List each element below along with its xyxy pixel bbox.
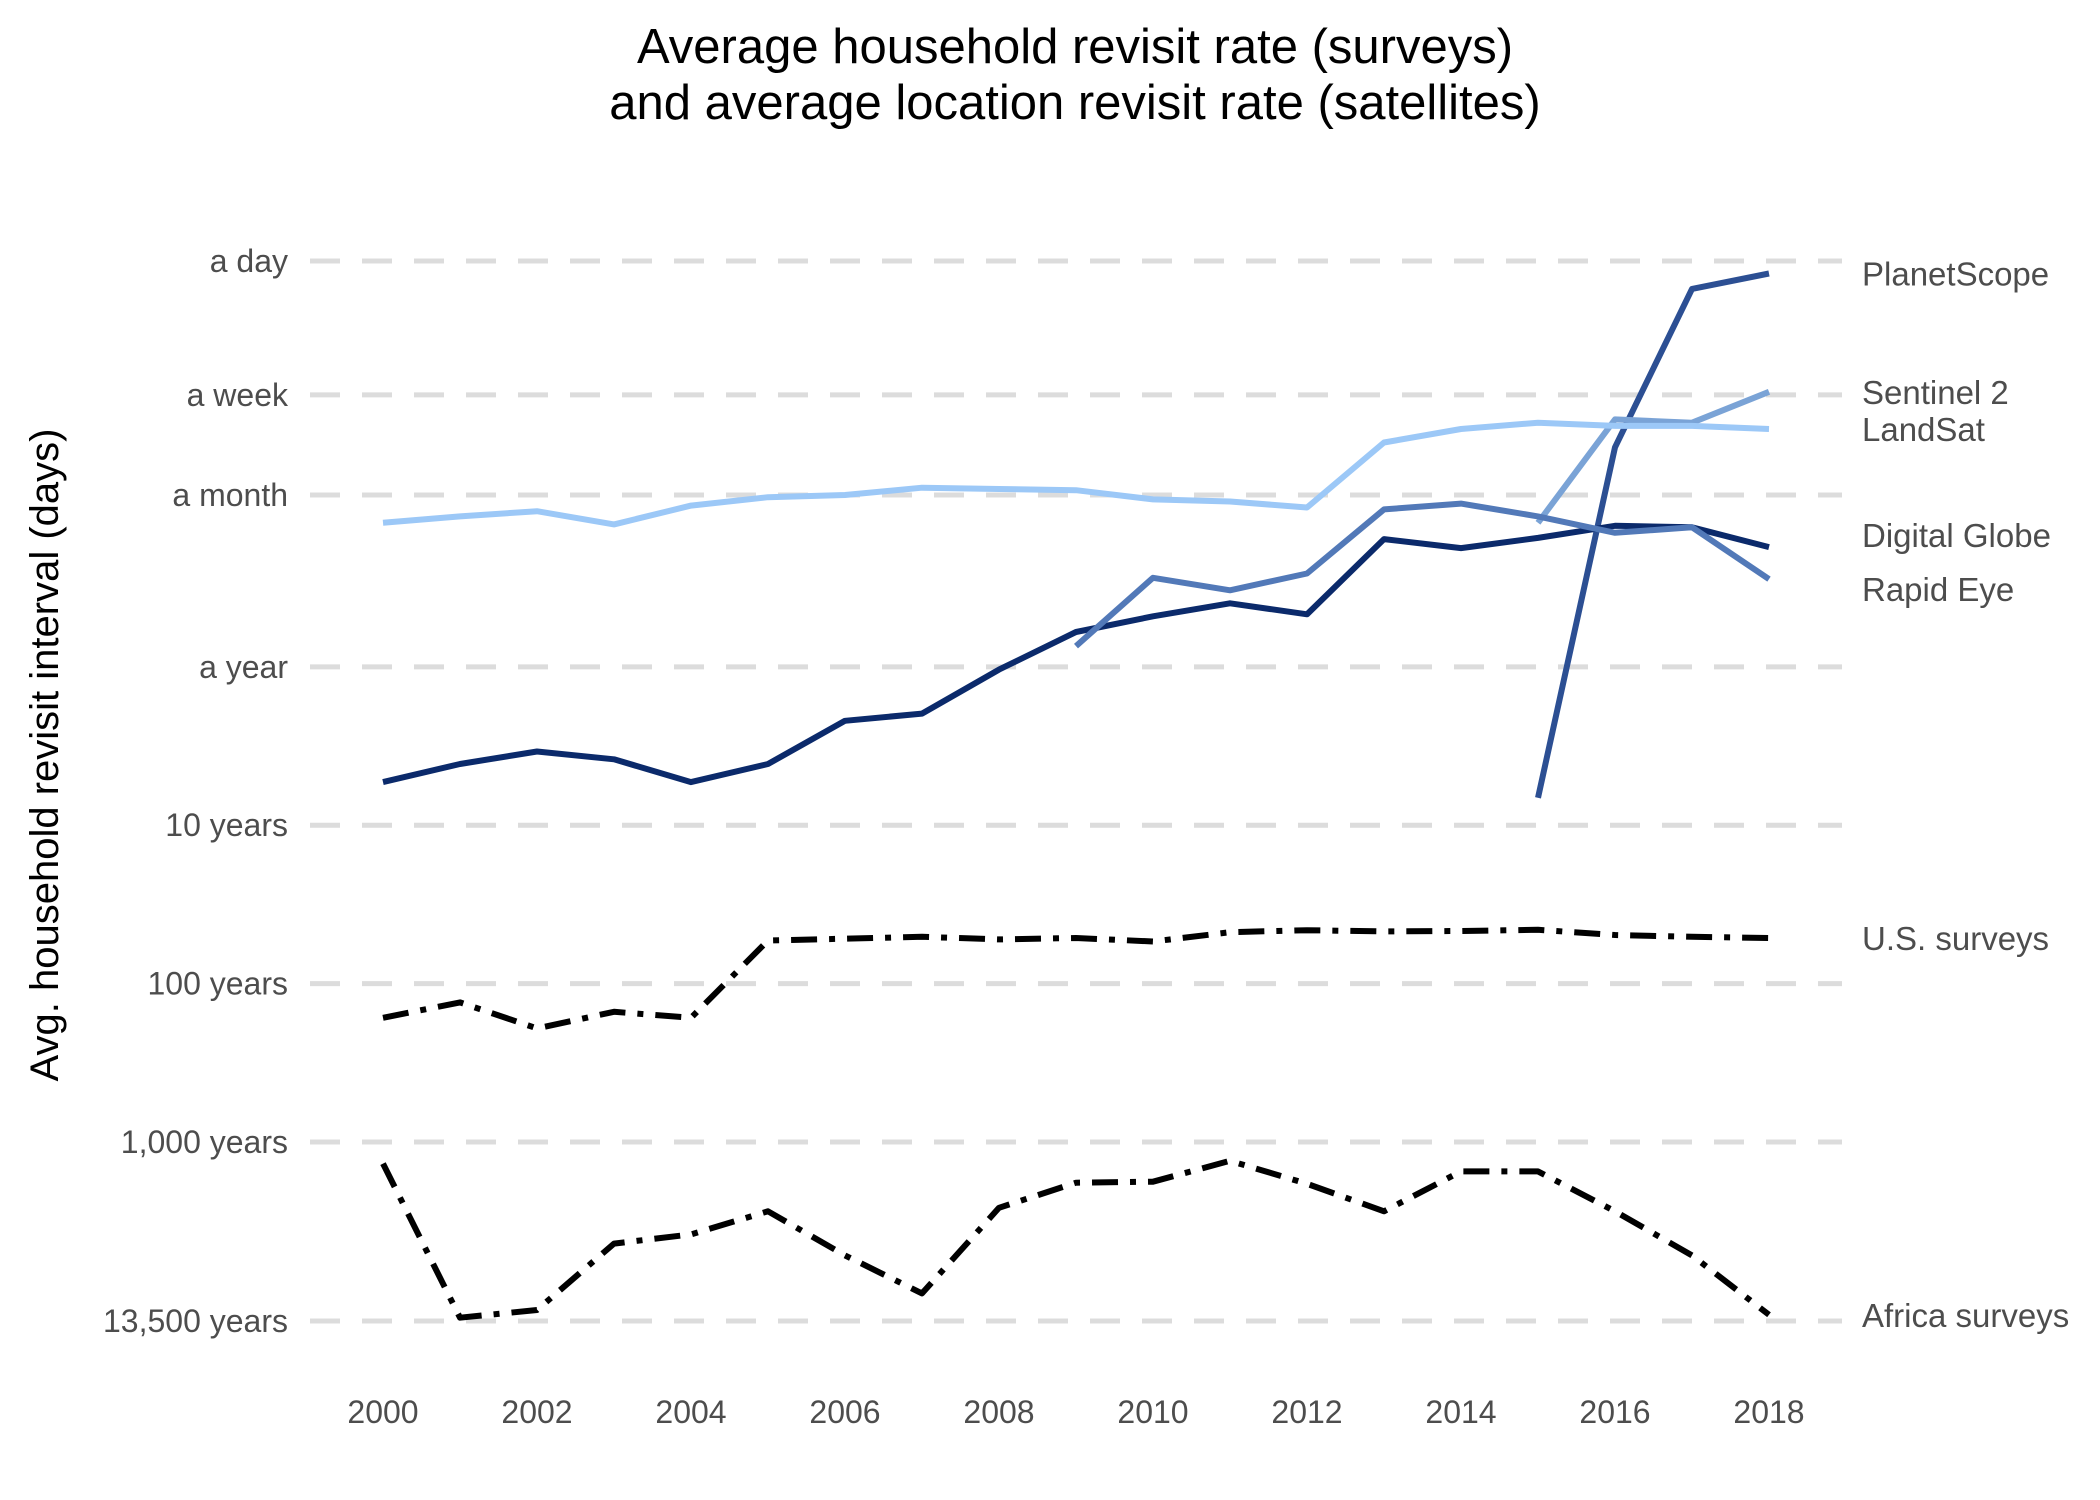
series-label-planetscope: PlanetScope: [1862, 256, 2049, 293]
y-tick-a-year: a year: [199, 649, 288, 685]
y-tick-a-week: a week: [187, 377, 289, 413]
series-line-africa-surveys: [380, 1157, 1771, 1321]
x-tick-labels: 2000 2002 2004 2006 2008 2010 2012 2014 2016 2018: [347, 1394, 1804, 1430]
series-line-u-s-surveys: [382, 926, 1770, 1032]
chart-title: Average household revisit rate (surveys): [637, 20, 1513, 74]
series-label-digital-globe: Digital Globe: [1862, 517, 2051, 554]
y-tick-10-years: 10 years: [165, 807, 288, 843]
series-line-sentinel-2: [1535, 389, 1771, 525]
x-tick-2010: 2010: [1117, 1394, 1188, 1430]
series-label-rapid-eye: Rapid Eye: [1862, 571, 2014, 608]
series-line-landsat: [382, 419, 1770, 528]
x-tick-2018: 2018: [1733, 1394, 1804, 1430]
y-tick-labels: a day a week a month a year 10 years 100 year…: [103, 243, 289, 1339]
x-tick-2016: 2016: [1579, 1394, 1650, 1430]
y-tick-100-years: 100 years: [147, 966, 288, 1002]
series-label-sentinel-2: Sentinel 2: [1862, 374, 2009, 411]
x-tick-2014: 2014: [1425, 1394, 1496, 1430]
y-tick-a-month: a month: [172, 477, 288, 513]
series-line-planetscope: [1535, 270, 1770, 799]
series-label-landsat: LandSat: [1862, 411, 1985, 448]
series-lines: [380, 270, 1771, 1321]
x-tick-2000: 2000: [347, 1394, 418, 1430]
y-axis-label: Avg. household revisit interval (days): [23, 429, 67, 1082]
chart-subtitle: and average location revisit rate (satel…: [609, 76, 1540, 130]
x-tick-2008: 2008: [963, 1394, 1034, 1430]
series-line-rapid-eye: [1074, 500, 1771, 649]
series-label-u-s-surveys: U.S. surveys: [1862, 920, 2049, 957]
x-tick-2012: 2012: [1271, 1394, 1342, 1430]
series-label-africa-surveys: Africa surveys: [1862, 1297, 2069, 1334]
gridlines: [310, 258, 1842, 1324]
y-tick-1-000-years: 1,000 years: [121, 1124, 288, 1160]
series-line-digital-globe: [382, 522, 1770, 786]
x-tick-2004: 2004: [655, 1394, 726, 1430]
y-tick-a-day: a day: [210, 243, 288, 279]
y-tick-13-500-years: 13,500 years: [103, 1303, 288, 1339]
x-tick-2006: 2006: [809, 1394, 880, 1430]
x-tick-2002: 2002: [501, 1394, 572, 1430]
